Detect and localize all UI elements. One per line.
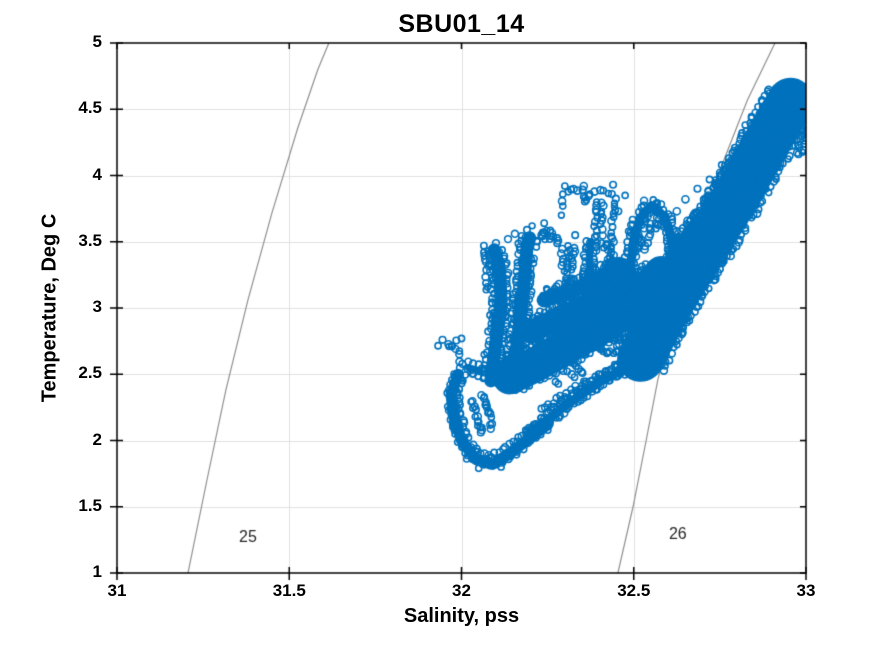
y-tick-label: 2: [92, 429, 102, 449]
y-tick-label: 2.5: [78, 363, 102, 383]
x-tick-label: 33: [796, 581, 816, 600]
y-tick-label: 3.5: [78, 230, 102, 250]
x-tick-label: 31.5: [272, 581, 306, 600]
x-tick-label: 31: [107, 581, 127, 600]
y-tick-label: 1: [92, 562, 102, 581]
y-tick-label: 1.5: [78, 495, 102, 515]
figure-title: SBU01_14: [398, 10, 525, 38]
x-axis-label: Salinity, pss: [403, 605, 520, 627]
x-tick-label: 32: [452, 581, 471, 600]
x-tick-label: 32.5: [617, 581, 651, 600]
y-tick-label: 4.5: [78, 98, 102, 118]
y-tick-label: 5: [92, 32, 102, 51]
y-tick-label: 3: [92, 297, 102, 316]
y-tick-label: 4: [92, 164, 102, 184]
